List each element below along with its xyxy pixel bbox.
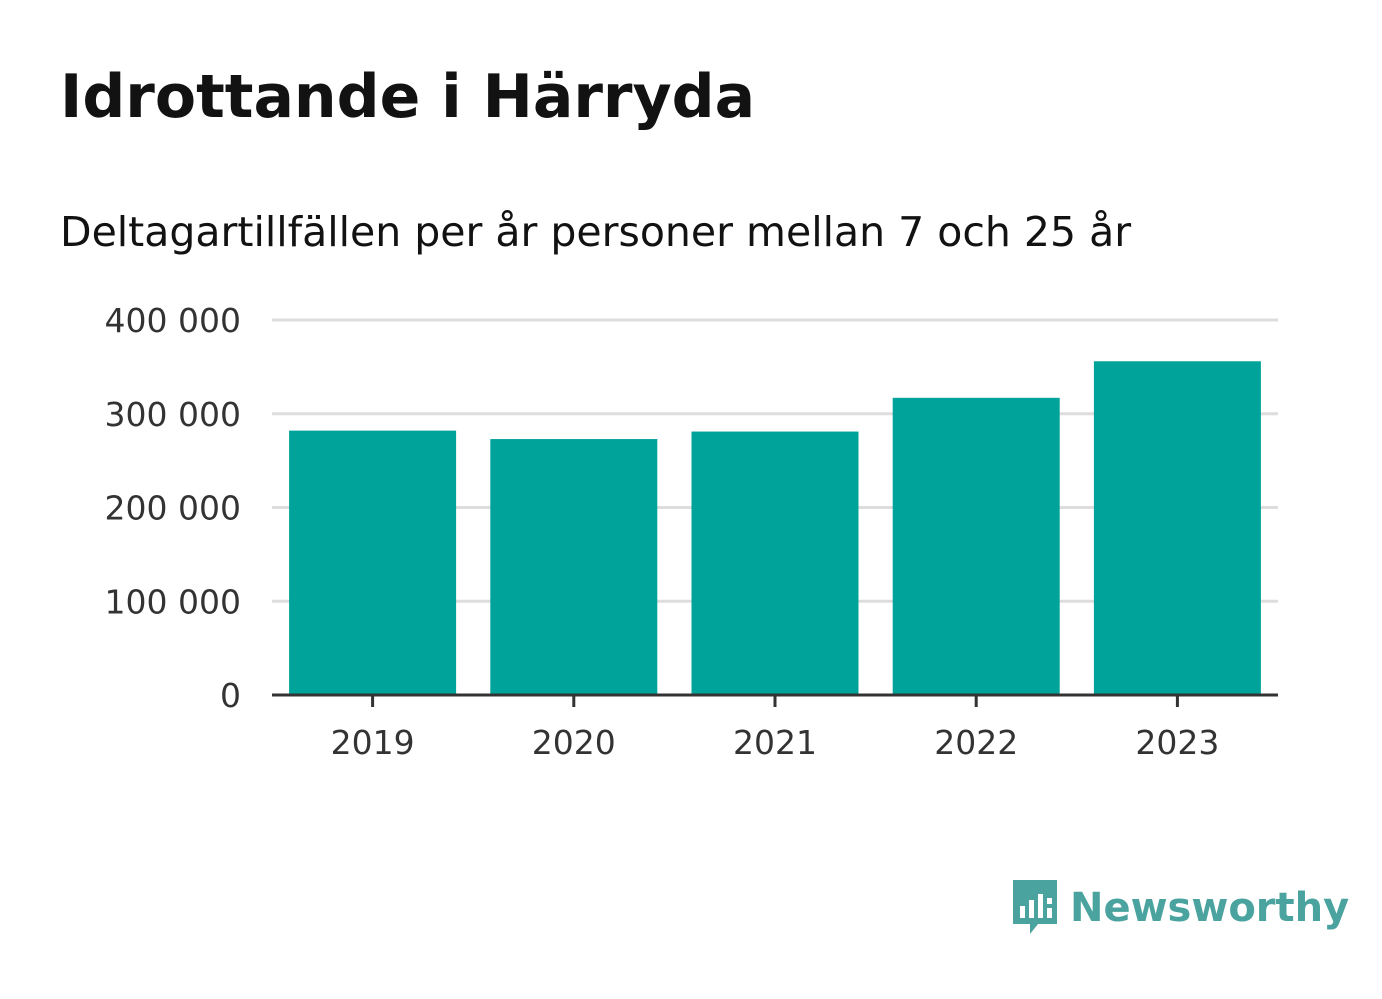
- chart-bubble-icon: [1013, 880, 1057, 934]
- x-tick-label: 2022: [934, 723, 1018, 762]
- x-axis: [272, 693, 1278, 707]
- chart-subtitle: Deltagartillfällen per år personer mella…: [60, 208, 1132, 256]
- x-tick-label: 2019: [331, 723, 415, 762]
- bar: [892, 397, 1060, 695]
- y-tick-label: 0: [220, 676, 241, 715]
- bar: [490, 439, 658, 695]
- chart-title: Idrottande i Härryda: [60, 62, 756, 132]
- bar: [1093, 361, 1261, 695]
- bar: [691, 431, 859, 695]
- y-tick-label: 200 000: [105, 489, 241, 528]
- y-tick-label: 100 000: [105, 582, 241, 621]
- y-tick-labels: 0 100 000 200 000 300 000 400 000: [105, 301, 241, 715]
- x-tick-label: 2020: [532, 723, 616, 762]
- x-tick-label: 2023: [1135, 723, 1219, 762]
- x-tick-labels: 2019 2020 2021 2022 2023: [331, 723, 1220, 762]
- x-tick-label: 2021: [733, 723, 817, 762]
- y-tick-label: 400 000: [105, 301, 241, 340]
- bar: [289, 430, 457, 695]
- y-tick-label: 300 000: [105, 395, 241, 434]
- brand-logo: Newsworthy: [1010, 878, 1349, 938]
- bars: [289, 361, 1261, 695]
- brand-name: Newsworthy: [1070, 885, 1350, 931]
